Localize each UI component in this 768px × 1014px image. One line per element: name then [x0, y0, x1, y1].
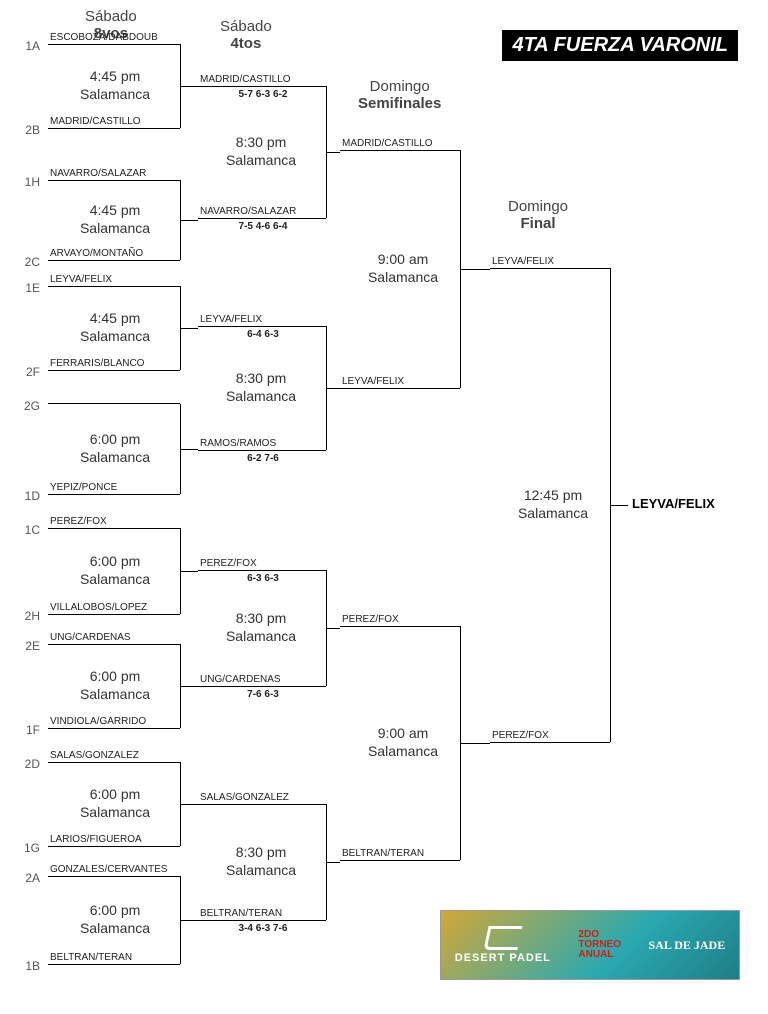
qf-match: 8:30 pmSalamanca	[206, 134, 316, 169]
seed: 1F	[18, 723, 40, 737]
r16-team: ESCOBOZA/DABDOUB	[48, 32, 180, 45]
seed: 2G	[18, 399, 40, 413]
r16-team: NAVARRO/SALAZAR	[48, 168, 180, 181]
sf-match: 9:00 amSalamanca	[348, 725, 458, 760]
qf-score: 5-7 6-3 6-2	[218, 89, 308, 100]
r16-team: YEPIZ/PONCE	[48, 482, 180, 495]
bracket-line	[180, 449, 198, 450]
r16-team: VINDIOLA/GARRIDO	[48, 716, 180, 729]
r16-team: BELTRAN/TERAN	[48, 952, 180, 965]
qf-team: MADRID/CASTILLO	[198, 74, 326, 87]
bracket-line	[180, 920, 198, 921]
qf-team: LEYVA/FELIX	[198, 314, 326, 327]
seed: 2E	[18, 639, 40, 653]
seed: 1C	[18, 523, 40, 537]
seed: 1H	[18, 175, 40, 189]
r16-match: 4:45 pmSalamanca	[60, 68, 170, 103]
seed: 1D	[18, 489, 40, 503]
final-team: LEYVA/FELIX	[490, 256, 610, 269]
seed: 1G	[18, 841, 40, 855]
bracket-line	[326, 152, 340, 153]
qf-team: RAMOS/RAMOS	[198, 438, 326, 451]
seed: 2H	[18, 609, 40, 623]
qf-team: PEREZ/FOX	[198, 558, 326, 571]
final-team: PEREZ/FOX	[490, 730, 610, 743]
r16-team: LEYVA/FELIX	[48, 274, 180, 287]
r16-match: 6:00 pmSalamanca	[60, 786, 170, 821]
qf-score: 7-5 4-6 6-4	[218, 221, 308, 232]
r16-match: 4:45 pmSalamanca	[60, 310, 170, 345]
qf-match: 8:30 pmSalamanca	[206, 844, 316, 879]
seed: 2C	[18, 255, 40, 269]
bracket-line	[180, 571, 198, 572]
r16-team: GONZALES/CERVANTES	[48, 864, 180, 877]
r16-team: PEREZ/FOX	[48, 516, 180, 529]
seed: 2B	[18, 123, 40, 137]
sponsor-banner: DESERT PADEL2DOTORNEOANUALSAL DE JADE	[440, 910, 740, 980]
r16-match: 6:00 pmSalamanca	[60, 902, 170, 937]
r16-team: SALAS/GONZALEZ	[48, 750, 180, 763]
round-header-qf: Sábado4tos	[220, 18, 272, 52]
r16-team: MADRID/CASTILLO	[48, 116, 180, 129]
sf-team: MADRID/CASTILLO	[340, 138, 460, 151]
r16-team: LARIOS/FIGUEROA	[48, 834, 180, 847]
bracket-line	[180, 328, 198, 329]
bracket-line	[460, 269, 490, 270]
r16-match: 6:00 pmSalamanca	[60, 668, 170, 703]
qf-team: SALAS/GONZALEZ	[198, 792, 326, 805]
tournament-title: 4TA FUERZA VARONIL	[502, 30, 738, 61]
sf-match: 9:00 amSalamanca	[348, 251, 458, 286]
bracket-line	[180, 220, 198, 221]
seed: 1E	[18, 281, 40, 295]
r16-match: 4:45 pmSalamanca	[60, 202, 170, 237]
seed: 1B	[18, 959, 40, 973]
sf-team: BELTRAN/TERAN	[340, 848, 460, 861]
qf-score: 6-4 6-3	[218, 329, 308, 340]
seed: 2A	[18, 871, 40, 885]
r16-match: 6:00 pmSalamanca	[60, 553, 170, 588]
bracket-line	[326, 388, 340, 389]
champion: LEYVA/FELIX	[632, 496, 715, 511]
r16-team: ARVAYO/MONTAÑO	[48, 248, 180, 261]
r16-team: FERRARIS/BLANCO	[48, 358, 180, 371]
qf-match: 8:30 pmSalamanca	[206, 610, 316, 645]
qf-score: 6-2 7-6	[218, 453, 308, 464]
qf-match: 8:30 pmSalamanca	[206, 370, 316, 405]
bracket-line	[326, 628, 340, 629]
seed: 1A	[18, 39, 40, 53]
qf-score: 6-3 6-3	[218, 573, 308, 584]
bracket-line	[610, 505, 628, 506]
r16-team: VILLALOBOS/LOPEZ	[48, 602, 180, 615]
bracket-line	[326, 862, 340, 863]
qf-score: 7-6 6-3	[218, 689, 308, 700]
sf-team: LEYVA/FELIX	[340, 376, 460, 389]
bracket-line	[460, 743, 490, 744]
qf-team: UNG/CARDENAS	[198, 674, 326, 687]
round-header-sf: DomingoSemifinales	[358, 78, 441, 112]
bracket-line	[180, 686, 198, 687]
round-header-f: DomingoFinal	[508, 198, 568, 232]
qf-team: BELTRAN/TERAN	[198, 908, 326, 921]
seed: 2F	[18, 365, 40, 379]
r16-team: UNG/CARDENAS	[48, 632, 180, 645]
bracket-line	[180, 86, 198, 87]
r16-match: 6:00 pmSalamanca	[60, 431, 170, 466]
r16-team	[48, 392, 180, 404]
final-match: 12:45 pmSalamanca	[498, 487, 608, 522]
qf-team: NAVARRO/SALAZAR	[198, 206, 326, 219]
qf-score: 3-4 6-3 7-6	[218, 923, 308, 934]
sf-team: PEREZ/FOX	[340, 614, 460, 627]
bracket-line	[180, 804, 198, 805]
seed: 2D	[18, 757, 40, 771]
